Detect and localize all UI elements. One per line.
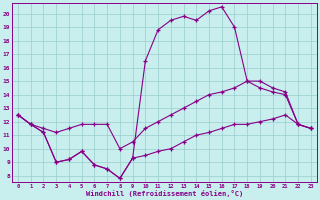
X-axis label: Windchill (Refroidissement éolien,°C): Windchill (Refroidissement éolien,°C) — [86, 190, 243, 197]
